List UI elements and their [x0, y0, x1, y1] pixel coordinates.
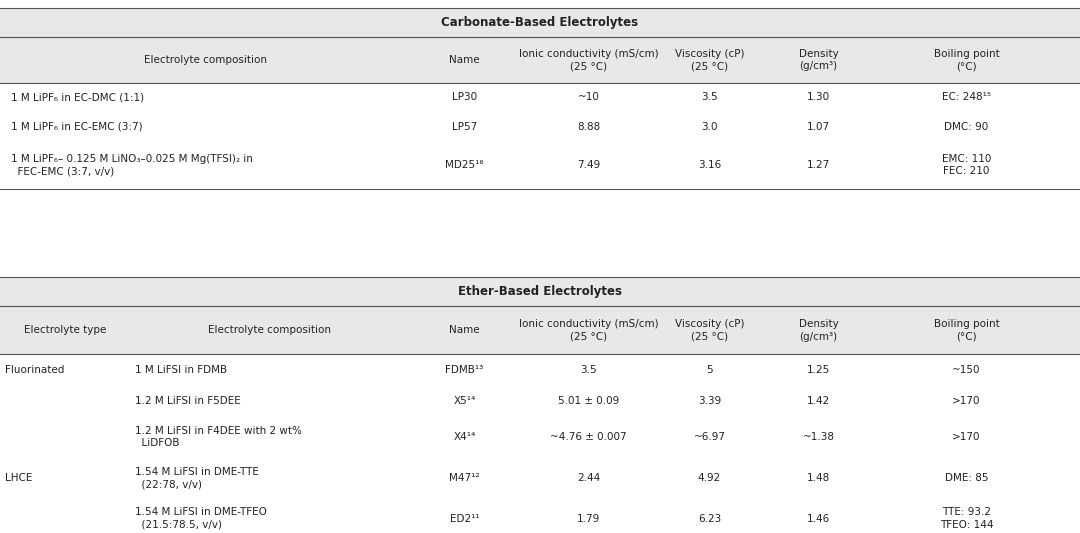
Text: 1.42: 1.42	[807, 396, 831, 406]
Text: 1 M LiPF₆ in EC-DMC (1:1): 1 M LiPF₆ in EC-DMC (1:1)	[11, 92, 144, 102]
Text: 8.88: 8.88	[577, 122, 600, 132]
Text: Ether-Based Electrolytes: Ether-Based Electrolytes	[458, 285, 622, 298]
Bar	[0, 306, 1080, 354]
Text: M47¹²: M47¹²	[449, 473, 480, 483]
Text: DMC: 90: DMC: 90	[945, 122, 988, 132]
Text: 1.48: 1.48	[807, 473, 831, 483]
Text: 1.2 M LiFSI in F4DEE with 2 wt%
  LiDFOB: 1.2 M LiFSI in F4DEE with 2 wt% LiDFOB	[135, 426, 302, 448]
Text: 1.27: 1.27	[807, 160, 831, 170]
Text: 5.01 ± 0.09: 5.01 ± 0.09	[558, 396, 619, 406]
Text: 4.92: 4.92	[698, 473, 721, 483]
Text: 1.30: 1.30	[807, 92, 831, 102]
Text: 1.25: 1.25	[807, 365, 831, 375]
Text: Electrolyte composition: Electrolyte composition	[144, 55, 267, 65]
Text: 1.79: 1.79	[577, 514, 600, 523]
Text: Viscosity (cP)
(25 °C): Viscosity (cP) (25 °C)	[675, 319, 744, 342]
Text: Electrolyte composition: Electrolyte composition	[208, 326, 332, 335]
Text: Name: Name	[449, 326, 480, 335]
Text: EMC: 110
FEC: 210: EMC: 110 FEC: 210	[942, 154, 991, 176]
Text: 3.0: 3.0	[701, 122, 718, 132]
Text: ~1.38: ~1.38	[802, 432, 835, 442]
Text: Ionic conductivity (mS/cm)
(25 °C): Ionic conductivity (mS/cm) (25 °C)	[518, 49, 659, 71]
Text: Boiling point
(°C): Boiling point (°C)	[934, 319, 999, 342]
Text: Viscosity (cP)
(25 °C): Viscosity (cP) (25 °C)	[675, 49, 744, 71]
Text: 7.49: 7.49	[577, 160, 600, 170]
Text: >170: >170	[953, 396, 981, 406]
Text: Name: Name	[449, 55, 480, 65]
Text: ED2¹¹: ED2¹¹	[449, 514, 480, 523]
Bar	[0, 8, 1080, 37]
Text: Fluorinated: Fluorinated	[5, 365, 65, 375]
Text: EC: 248¹⁵: EC: 248¹⁵	[942, 92, 991, 102]
Text: 3.5: 3.5	[580, 365, 597, 375]
Text: >170: >170	[953, 432, 981, 442]
Text: 1 M LiFSI in FDMB: 1 M LiFSI in FDMB	[135, 365, 227, 375]
Text: 1 M LiPF₆ in EC-EMC (3:7): 1 M LiPF₆ in EC-EMC (3:7)	[11, 122, 143, 132]
Text: 1.46: 1.46	[807, 514, 831, 523]
Text: LP57: LP57	[451, 122, 477, 132]
Text: 1.54 M LiFSI in DME-TFEO
  (21.5:78.5, v/v): 1.54 M LiFSI in DME-TFEO (21.5:78.5, v/v…	[135, 507, 267, 530]
Text: ~150: ~150	[953, 365, 981, 375]
Text: ~10: ~10	[578, 92, 599, 102]
Text: Electrolyte type: Electrolyte type	[24, 326, 106, 335]
Text: DME: 85: DME: 85	[945, 473, 988, 483]
Text: 5: 5	[706, 365, 713, 375]
Text: Density
(g/cm³): Density (g/cm³)	[799, 319, 838, 342]
Bar	[0, 277, 1080, 306]
Text: LP30: LP30	[451, 92, 477, 102]
Text: 1.07: 1.07	[807, 122, 831, 132]
Text: ~4.76 ± 0.007: ~4.76 ± 0.007	[551, 432, 626, 442]
Text: Density
(g/cm³): Density (g/cm³)	[799, 49, 838, 71]
Text: 1.54 M LiFSI in DME-TTE
  (22:78, v/v): 1.54 M LiFSI in DME-TTE (22:78, v/v)	[135, 466, 259, 489]
Text: 1.2 M LiFSI in F5DEE: 1.2 M LiFSI in F5DEE	[135, 396, 241, 406]
Text: MD25¹⁶: MD25¹⁶	[445, 160, 484, 170]
Text: Ionic conductivity (mS/cm)
(25 °C): Ionic conductivity (mS/cm) (25 °C)	[518, 319, 659, 342]
Text: X5¹⁴: X5¹⁴	[454, 396, 475, 406]
Text: TTE: 93.2
TFEO: 144: TTE: 93.2 TFEO: 144	[940, 507, 994, 530]
Text: ~6.97: ~6.97	[693, 432, 726, 442]
Bar	[0, 37, 1080, 83]
Text: FDMB¹³: FDMB¹³	[445, 365, 484, 375]
Text: 3.5: 3.5	[701, 92, 718, 102]
Text: 3.16: 3.16	[698, 160, 721, 170]
Text: 3.39: 3.39	[698, 396, 721, 406]
Text: Carbonate-Based Electrolytes: Carbonate-Based Electrolytes	[442, 16, 638, 29]
Text: Boiling point
(°C): Boiling point (°C)	[934, 49, 999, 71]
Text: 6.23: 6.23	[698, 514, 721, 523]
Text: LHCE: LHCE	[5, 473, 32, 483]
Text: 2.44: 2.44	[577, 473, 600, 483]
Text: 1 M LiPF₆– 0.125 M LiNO₃–0.025 M Mg(TFSI)₂ in
  FEC-EMC (3:7, v/v): 1 M LiPF₆– 0.125 M LiNO₃–0.025 M Mg(TFSI…	[11, 154, 253, 176]
Text: X4¹⁴: X4¹⁴	[454, 432, 475, 442]
